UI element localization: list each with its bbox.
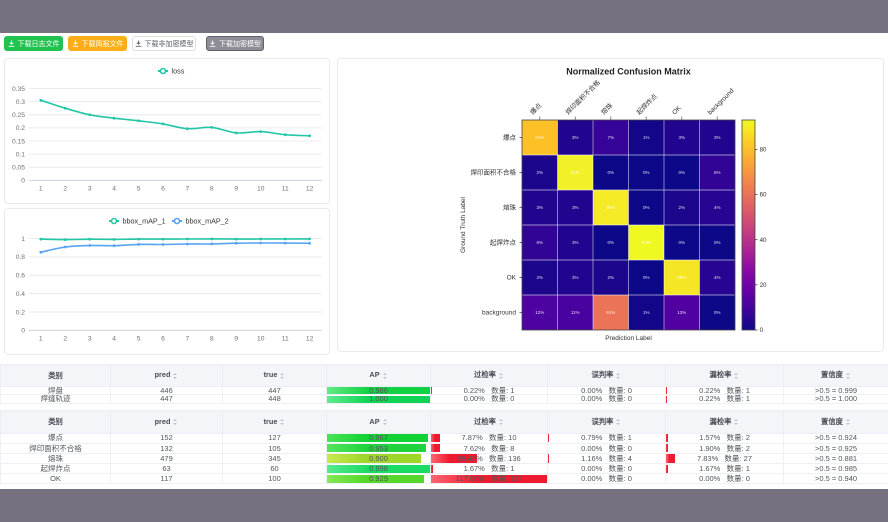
svg-text:loss: loss <box>172 66 185 75</box>
svg-text:Prediction Label: Prediction Label <box>605 335 652 342</box>
svg-text:熔珠: 熔珠 <box>599 101 615 117</box>
svg-text:爆点: 爆点 <box>503 133 517 142</box>
svg-text:0%: 0% <box>679 170 686 175</box>
svg-text:5: 5 <box>137 336 141 343</box>
svg-text:13%: 13% <box>677 310 686 315</box>
svg-text:7: 7 <box>186 186 190 193</box>
svg-text:4: 4 <box>112 336 116 343</box>
svg-text:3%: 3% <box>714 135 721 140</box>
svg-text:OK: OK <box>671 104 683 116</box>
svg-text:0: 0 <box>21 178 25 185</box>
svg-text:10: 10 <box>257 186 265 193</box>
svg-text:3: 3 <box>88 336 92 343</box>
svg-text:熔珠: 熔珠 <box>503 203 517 212</box>
svg-text:Normalized Confusion Matrix: Normalized Confusion Matrix <box>566 67 691 77</box>
svg-text:Ground Truth Label: Ground Truth Label <box>460 196 467 253</box>
svg-text:9: 9 <box>234 186 238 193</box>
svg-text:3%: 3% <box>572 205 579 210</box>
svg-text:6: 6 <box>161 336 165 343</box>
svg-text:0.25: 0.25 <box>12 112 25 119</box>
svg-text:0%: 0% <box>643 275 650 280</box>
svg-text:1: 1 <box>39 336 43 343</box>
svg-text:6: 6 <box>161 186 165 193</box>
svg-text:3%: 3% <box>537 205 544 210</box>
svg-text:3%: 3% <box>679 135 686 140</box>
svg-text:0%: 0% <box>679 240 686 245</box>
svg-text:0: 0 <box>760 327 764 334</box>
svg-text:80: 80 <box>760 147 767 154</box>
svg-text:60: 60 <box>760 192 767 199</box>
svg-text:2%: 2% <box>608 275 615 280</box>
svg-text:0.35: 0.35 <box>12 86 25 93</box>
svg-text:5: 5 <box>137 186 141 193</box>
svg-text:3%: 3% <box>572 135 579 140</box>
svg-text:2: 2 <box>63 336 67 343</box>
svg-text:焊印面积不合格: 焊印面积不合格 <box>471 168 517 177</box>
svg-text:2%: 2% <box>679 205 686 210</box>
svg-text:93%: 93% <box>642 240 651 245</box>
svg-text:40: 40 <box>760 237 767 244</box>
svg-text:11: 11 <box>282 336 289 343</box>
svg-text:0.8: 0.8 <box>16 254 26 261</box>
svg-text:4: 4 <box>112 186 116 193</box>
svg-text:OK: OK <box>507 275 517 282</box>
svg-text:3%: 3% <box>572 275 579 280</box>
svg-text:background: background <box>482 310 516 317</box>
svg-text:0.6: 0.6 <box>16 273 26 280</box>
svg-text:0.15: 0.15 <box>12 138 25 145</box>
svg-text:0.1: 0.1 <box>16 151 26 158</box>
svg-text:3%: 3% <box>572 240 579 245</box>
svg-text:11: 11 <box>282 186 289 193</box>
svg-text:11%: 11% <box>571 310 580 315</box>
svg-text:6%: 6% <box>537 240 544 245</box>
svg-text:background: background <box>707 87 736 116</box>
svg-text:0.05: 0.05 <box>12 165 25 172</box>
svg-text:12%: 12% <box>535 310 544 315</box>
svg-text:1: 1 <box>39 186 43 193</box>
svg-text:bbox_mAP_2: bbox_mAP_2 <box>186 216 229 225</box>
svg-text:1%: 1% <box>643 135 650 140</box>
svg-text:0%: 0% <box>608 170 615 175</box>
svg-text:起焊炸点: 起焊炸点 <box>634 91 659 116</box>
svg-text:起焊炸点: 起焊炸点 <box>490 238 517 247</box>
svg-text:0%: 0% <box>643 205 650 210</box>
svg-text:4%: 4% <box>714 275 721 280</box>
svg-text:7: 7 <box>186 336 190 343</box>
svg-text:0%: 0% <box>643 170 650 175</box>
svg-text:81%: 81% <box>535 135 544 140</box>
svg-text:91%: 91% <box>571 170 580 175</box>
svg-text:20: 20 <box>760 282 767 289</box>
svg-text:90%: 90% <box>606 205 615 210</box>
svg-text:1: 1 <box>21 236 25 243</box>
svg-text:4%: 4% <box>714 205 721 210</box>
svg-text:0.2: 0.2 <box>16 309 26 316</box>
svg-text:0: 0 <box>21 328 25 335</box>
svg-text:bbox_mAP_1: bbox_mAP_1 <box>123 216 166 225</box>
svg-text:8: 8 <box>210 336 214 343</box>
svg-text:2%: 2% <box>537 275 544 280</box>
svg-text:0%: 0% <box>714 310 721 315</box>
svg-text:61%: 61% <box>606 310 615 315</box>
svg-text:89%: 89% <box>677 275 686 280</box>
svg-text:爆点: 爆点 <box>528 101 544 117</box>
svg-text:0.3: 0.3 <box>16 99 26 106</box>
svg-text:0.4: 0.4 <box>16 291 26 298</box>
svg-text:3: 3 <box>88 186 92 193</box>
svg-text:12: 12 <box>306 186 314 193</box>
svg-text:1%: 1% <box>643 310 650 315</box>
svg-text:焊印面积不合格: 焊印面积不合格 <box>563 78 602 117</box>
svg-text:6%: 6% <box>714 170 721 175</box>
svg-text:2%: 2% <box>537 170 544 175</box>
svg-text:0%: 0% <box>714 240 721 245</box>
svg-text:8: 8 <box>210 186 214 193</box>
svg-text:12: 12 <box>306 336 314 343</box>
svg-text:2: 2 <box>63 186 67 193</box>
svg-text:9: 9 <box>234 336 238 343</box>
svg-text:10: 10 <box>257 336 265 343</box>
svg-text:0%: 0% <box>608 240 615 245</box>
svg-text:7%: 7% <box>608 135 615 140</box>
svg-text:0.2: 0.2 <box>16 125 26 132</box>
